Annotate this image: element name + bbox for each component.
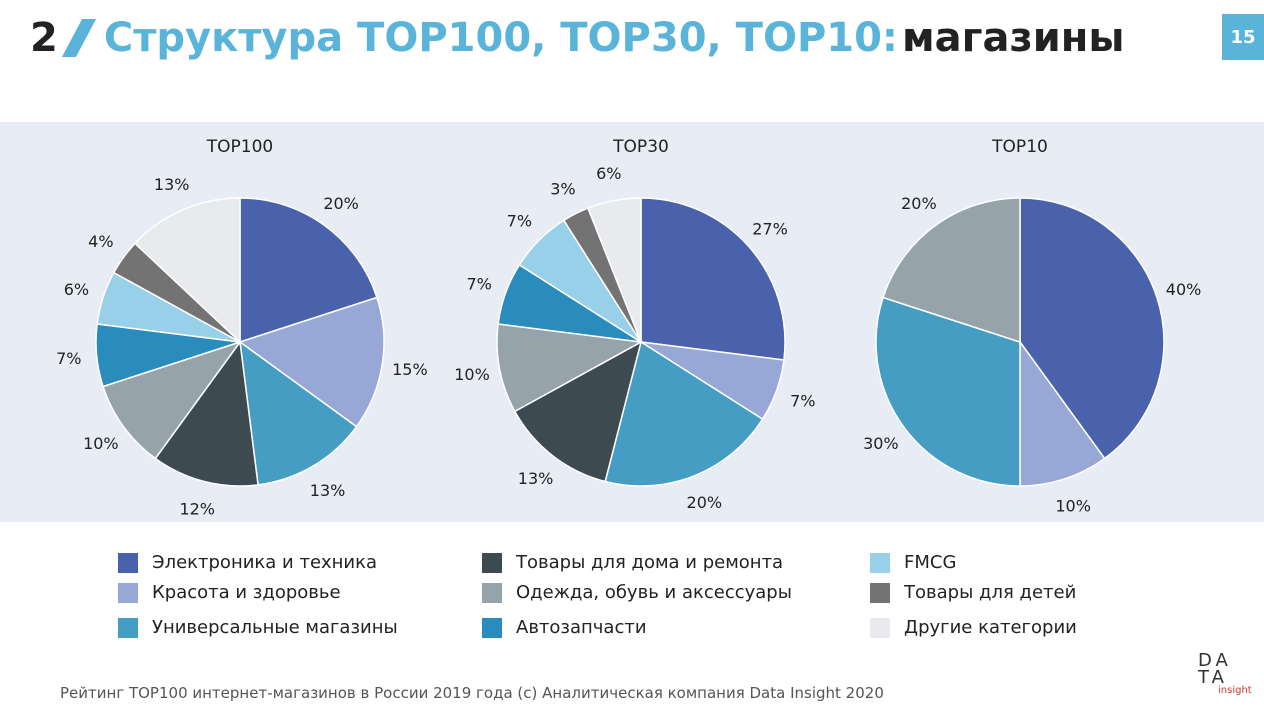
legend-swatch bbox=[118, 582, 138, 603]
legend-label: Красота и здоровье bbox=[152, 582, 341, 603]
legend-item: Товары для дома и ремонта bbox=[482, 552, 783, 573]
data-label-top10-0: 40% bbox=[1166, 280, 1202, 299]
data-label-top100-6: 6% bbox=[64, 280, 89, 299]
data-label-top100-2: 13% bbox=[310, 481, 346, 500]
legend-swatch bbox=[870, 617, 890, 638]
pie-slice-top100-3 bbox=[154, 340, 259, 487]
chart-title-top10: TOP10 bbox=[991, 137, 1048, 157]
data-label-top30-0: 27% bbox=[752, 219, 788, 238]
data-label-top100-1: 15% bbox=[392, 360, 428, 379]
pie-slice-top30-8 bbox=[587, 197, 642, 343]
charts-panel: TOP100 20% 15% 13% 12% 10% 7% 6% 4% 13% TOP30 27% 7%… bbox=[0, 122, 1264, 522]
legend-item: Одежда, обувь и аксессуары bbox=[482, 582, 792, 603]
legend-item: Товары для детей bbox=[870, 582, 1076, 603]
legend-item: Электроника и техника bbox=[118, 552, 377, 573]
pie-charts: TOP100 20% 15% 13% 12% 10% 7% 6% 4% 13% TOP30 27% 7%… bbox=[56, 137, 1202, 519]
legend-label: Товары для дома и ремонта bbox=[516, 552, 784, 573]
pie-slice-top10-0 bbox=[1019, 197, 1165, 460]
pie-slice-top100-8 bbox=[133, 197, 241, 344]
legend-swatch bbox=[482, 552, 502, 573]
data-label-top100-8: 13% bbox=[154, 175, 190, 194]
data-label-top10-2: 30% bbox=[863, 434, 899, 453]
legend-swatch bbox=[118, 617, 138, 638]
legend-label: FMCG bbox=[904, 552, 957, 573]
page-number: 15 bbox=[1222, 14, 1264, 60]
pie-slice-top100-0 bbox=[239, 197, 378, 344]
pie-slice-top10-1 bbox=[1019, 339, 1106, 487]
legend-item: Автозапчасти bbox=[482, 617, 647, 638]
data-label-top100-3: 12% bbox=[179, 500, 215, 519]
pie-slice-top30-2 bbox=[604, 340, 764, 487]
legend-swatch bbox=[482, 582, 502, 603]
legend: Электроника и техника Красота и здоровье У… bbox=[0, 540, 1264, 650]
pie-slice-top100-1 bbox=[238, 296, 385, 428]
legend-label: Электроника и техника bbox=[152, 552, 378, 573]
data-label-top10-3: 20% bbox=[901, 194, 937, 213]
data-label-top100-4: 10% bbox=[83, 434, 119, 453]
slide-title-accent: магазины bbox=[901, 15, 1125, 61]
pie-slice-top100-2 bbox=[239, 340, 358, 486]
pie-slice-top30-4 bbox=[496, 323, 644, 413]
pie-slice-top10-3 bbox=[882, 197, 1021, 344]
data-label-top100-0: 20% bbox=[323, 194, 359, 213]
logo-sub: insight bbox=[1218, 685, 1252, 696]
data-label-top100-7: 4% bbox=[88, 232, 113, 251]
legend-label: Товары для детей bbox=[904, 582, 1077, 603]
legend-label: Другие категории bbox=[904, 617, 1077, 638]
slide-title: Структура TOP100, TOP30, TOP10: bbox=[103, 15, 898, 61]
data-label-top30-8: 6% bbox=[596, 164, 621, 183]
data-label-top30-3: 13% bbox=[518, 469, 554, 488]
logo-line-1: DA bbox=[1198, 650, 1232, 671]
data-insight-logo: DA TA insight bbox=[1198, 650, 1252, 696]
legend-item: Универсальные магазины bbox=[118, 617, 398, 638]
legend-swatch bbox=[118, 552, 138, 573]
pie-slice-top30-3 bbox=[513, 340, 643, 483]
chart-title-top100: TOP100 bbox=[206, 137, 273, 157]
legend-item: Красота и здоровье bbox=[118, 582, 341, 603]
legend-swatch bbox=[482, 617, 502, 638]
legend-swatch bbox=[870, 582, 890, 603]
pie-slice-top30-0 bbox=[640, 197, 786, 361]
data-label-top30-2: 20% bbox=[687, 493, 723, 512]
legend-label: Автозапчасти bbox=[516, 617, 647, 638]
slide-header: 2 Структура TOP100, TOP30, TOP10: магази… bbox=[30, 8, 1125, 68]
pie-slice-top100-4 bbox=[102, 340, 242, 460]
chart-title-top30: TOP30 bbox=[612, 137, 669, 157]
legend-label: Универсальные магазины bbox=[152, 617, 398, 638]
legend-item: Другие категории bbox=[870, 617, 1077, 638]
data-label-top30-6: 7% bbox=[507, 211, 532, 230]
logo-line-2: TA bbox=[1198, 667, 1228, 688]
pie-slice-top10-2 bbox=[875, 296, 1021, 487]
source-footnote: Рейтинг TOP100 интернет-магазинов в Росс… bbox=[60, 684, 884, 702]
legend-item: FMCG bbox=[870, 552, 956, 573]
legend-swatch bbox=[870, 552, 890, 573]
data-label-top30-5: 7% bbox=[466, 275, 491, 294]
data-label-top100-5: 7% bbox=[56, 349, 81, 368]
data-label-top10-1: 10% bbox=[1055, 497, 1091, 516]
data-label-top30-1: 7% bbox=[790, 391, 815, 410]
data-label-top30-4: 10% bbox=[454, 365, 490, 384]
data-label-top30-7: 3% bbox=[550, 180, 575, 199]
slide-section-number: 2 bbox=[30, 15, 58, 61]
legend-label: Одежда, обувь и аксессуары bbox=[516, 582, 792, 603]
slash-icon bbox=[61, 19, 96, 57]
